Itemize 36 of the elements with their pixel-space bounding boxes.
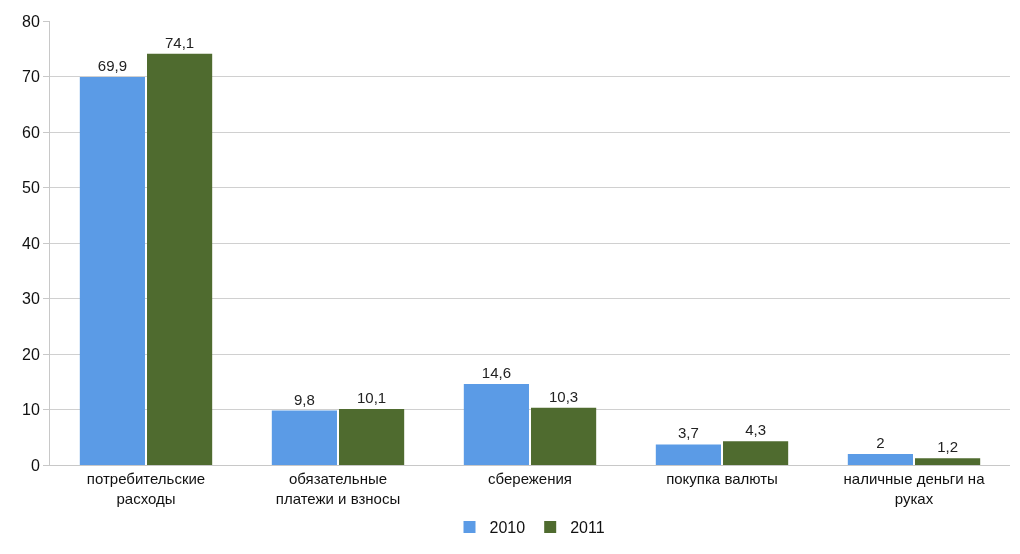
data-label: 1,2: [937, 438, 959, 456]
y-tick-label: 70: [22, 68, 40, 86]
y-tick-label: 40: [22, 234, 40, 252]
y-tick-label: 80: [22, 12, 40, 30]
legend-label: 2010: [489, 519, 526, 537]
x-tick-label: потребительские расходы: [86, 470, 206, 507]
x-tick-label: сбережения: [488, 470, 572, 487]
bar: [655, 444, 721, 465]
x-tick-label: наличные деньги на руках: [843, 470, 986, 507]
data-label: 10,3: [549, 387, 579, 405]
data-label: 74,1: [165, 33, 195, 51]
data-label: 9,8: [293, 390, 315, 408]
data-label: 14,6: [481, 363, 511, 381]
data-label: 10,1: [357, 388, 387, 406]
data-label: 4,3: [745, 421, 767, 439]
bar: [271, 410, 337, 465]
x-tick-label: обязательные платежи и взносы: [275, 470, 401, 507]
bar: [847, 453, 913, 465]
data-label: 2: [876, 433, 885, 451]
x-tick-label: покупка валюты: [666, 470, 778, 487]
y-tick-label: 50: [22, 179, 40, 197]
y-tick-label: 60: [22, 123, 40, 141]
bar: [531, 407, 597, 465]
data-label: 69,9: [97, 57, 127, 75]
bar: [723, 441, 789, 465]
data-label: 3,7: [677, 424, 699, 442]
bar: [79, 77, 145, 465]
y-tick-label: 20: [22, 345, 40, 363]
bar: [915, 458, 981, 465]
bar: [339, 408, 405, 465]
legend-label: 2011: [570, 519, 605, 537]
bar: [463, 383, 529, 465]
y-tick-label: 10: [22, 401, 40, 419]
y-tick-label: 0: [30, 456, 40, 474]
y-tick-label: 30: [22, 290, 40, 308]
bar: [147, 53, 213, 465]
